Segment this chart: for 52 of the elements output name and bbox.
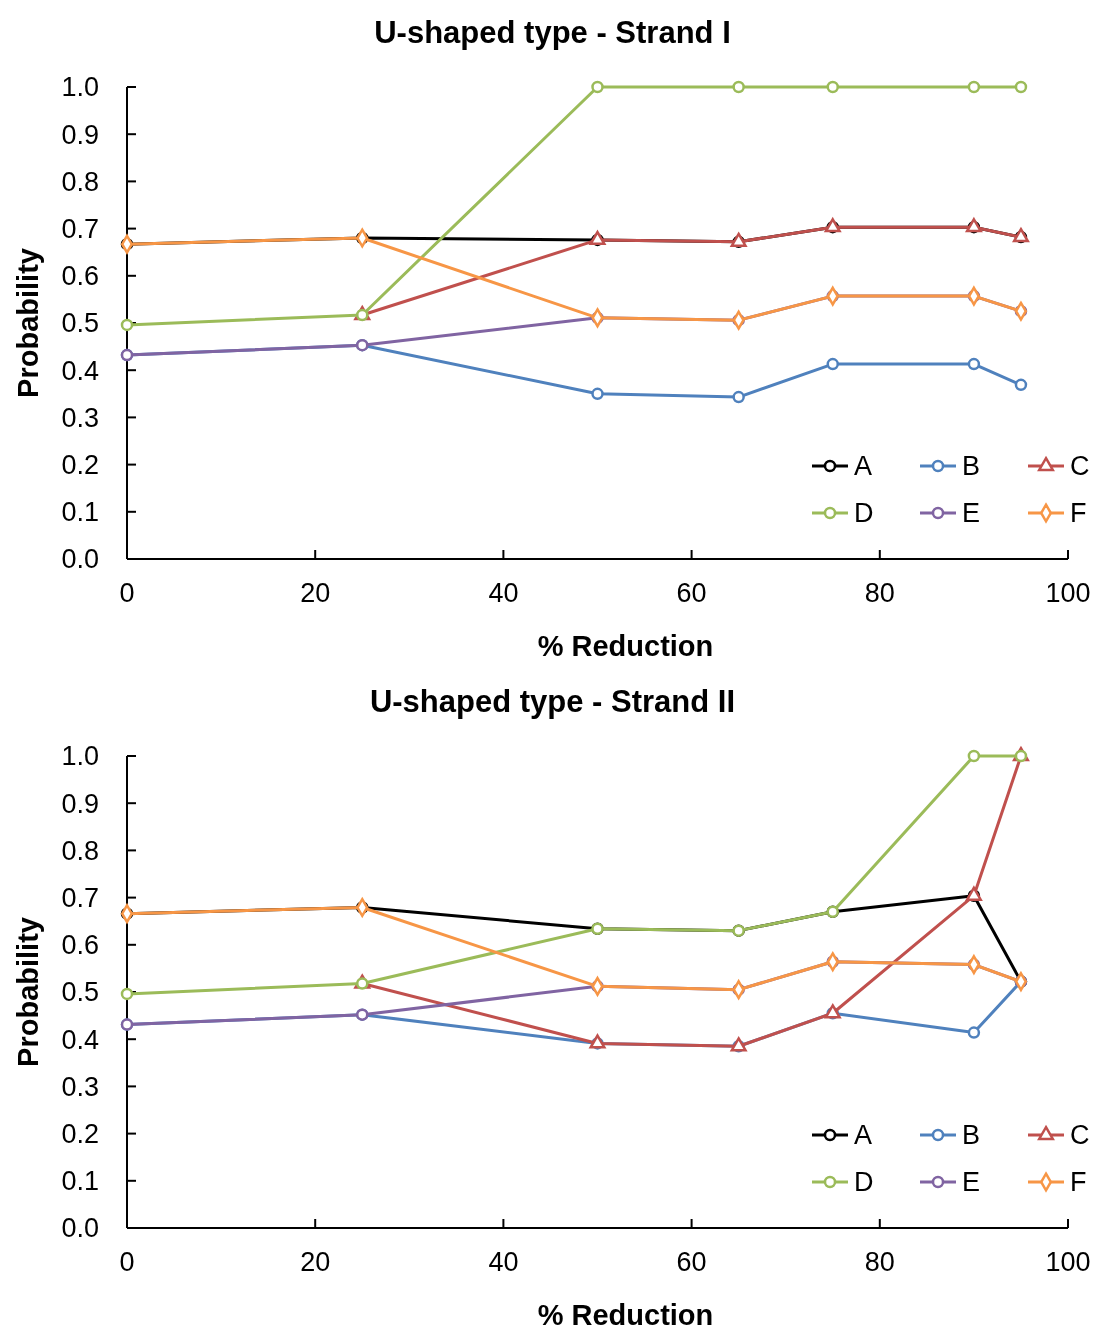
x-axis-title: % Reduction	[537, 630, 714, 663]
y-tick-label: 0.4	[61, 1024, 99, 1055]
legend-label: D	[854, 498, 874, 529]
x-tick-label: 40	[488, 578, 519, 608]
legend-label: E	[962, 1167, 981, 1198]
y-tick-label: 0.9	[61, 788, 99, 819]
y-tick-label: 0.0	[61, 1213, 99, 1244]
x-tick-label: 80	[864, 1247, 895, 1277]
x-tick-label: 100	[1045, 1247, 1091, 1277]
legend-label: B	[962, 451, 981, 482]
y-tick-label: 0.0	[61, 544, 99, 575]
y-tick-label: 0.9	[61, 119, 99, 150]
x-tick-label: 60	[676, 578, 707, 608]
y-tick-label: 0.8	[61, 166, 99, 197]
x-tick-label: 60	[676, 1247, 707, 1277]
legend-label: E	[962, 498, 981, 529]
legend-label: C	[1070, 1120, 1090, 1151]
x-tick-label: 20	[300, 1247, 331, 1277]
legend-label: A	[854, 1120, 873, 1151]
x-tick-label: 0	[119, 1247, 135, 1277]
y-tick-label: 0.1	[61, 497, 99, 528]
y-tick-label: 0.6	[61, 930, 99, 961]
y-axis-title: Probability	[12, 917, 45, 1067]
y-tick-label: 0.7	[61, 883, 99, 914]
legend-label: D	[854, 1167, 874, 1198]
x-axis-title: % Reduction	[537, 1299, 714, 1332]
y-tick-label: 1.0	[61, 741, 99, 772]
legend-label: B	[962, 1120, 981, 1151]
y-tick-label: 0.6	[61, 261, 99, 292]
y-tick-label: 0.5	[61, 977, 99, 1008]
y-tick-label: 0.8	[61, 835, 99, 866]
chart-title: U-shaped type - Strand I	[374, 14, 731, 50]
legend-label: F	[1070, 1167, 1087, 1198]
legend-label: F	[1070, 498, 1087, 529]
y-tick-label: 0.2	[61, 1119, 99, 1150]
y-tick-label: 0.1	[61, 1166, 99, 1197]
y-tick-label: 0.7	[61, 214, 99, 245]
legend-label: A	[854, 451, 873, 482]
x-tick-label: 80	[864, 578, 895, 608]
x-tick-label: 20	[300, 578, 331, 608]
y-tick-label: 0.3	[61, 402, 99, 433]
y-tick-label: 0.5	[61, 308, 99, 339]
chart-title: U-shaped type - Strand II	[369, 683, 736, 719]
x-tick-label: 0	[119, 578, 135, 608]
legend-label: C	[1070, 451, 1090, 482]
y-tick-label: 0.4	[61, 355, 99, 386]
x-tick-label: 100	[1045, 578, 1091, 608]
y-tick-label: 0.3	[61, 1071, 99, 1102]
y-axis-title: Probability	[12, 248, 45, 398]
x-tick-label: 40	[488, 1247, 519, 1277]
y-tick-label: 1.0	[61, 72, 99, 103]
y-tick-label: 0.2	[61, 450, 99, 481]
